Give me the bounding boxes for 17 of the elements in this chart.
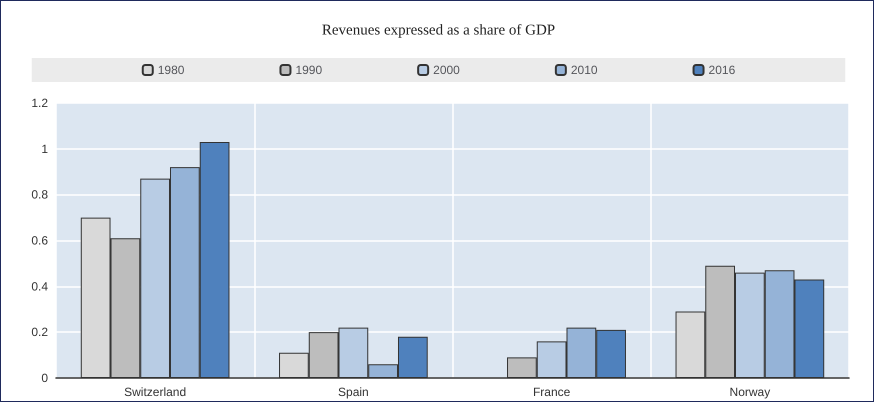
legend-label: 1980 <box>158 63 185 77</box>
y-tick-label: 0.2 <box>31 325 48 340</box>
x-tick-label: Switzerland <box>124 385 186 399</box>
y-tick-label: 0 <box>41 371 48 385</box>
x-tick-label: Spain <box>338 385 369 399</box>
y-tick-label: 0.4 <box>31 279 48 294</box>
x-tick-label: France <box>532 385 571 399</box>
y-tick-label: 0.8 <box>31 188 48 202</box>
legend-label: 1990 <box>295 63 322 77</box>
y-tick-label: 1 <box>41 142 48 156</box>
legend-label: 2016 <box>708 63 736 77</box>
legend-label: 2000 <box>433 63 460 77</box>
x-tick-label: Norway <box>730 385 770 399</box>
chart-title: Revenues expressed as a share of GDP <box>322 22 556 38</box>
y-tick-label: 1.2 <box>31 96 48 110</box>
legend-label: 2010 <box>570 63 598 77</box>
y-tick-label: 0.6 <box>31 234 48 248</box>
